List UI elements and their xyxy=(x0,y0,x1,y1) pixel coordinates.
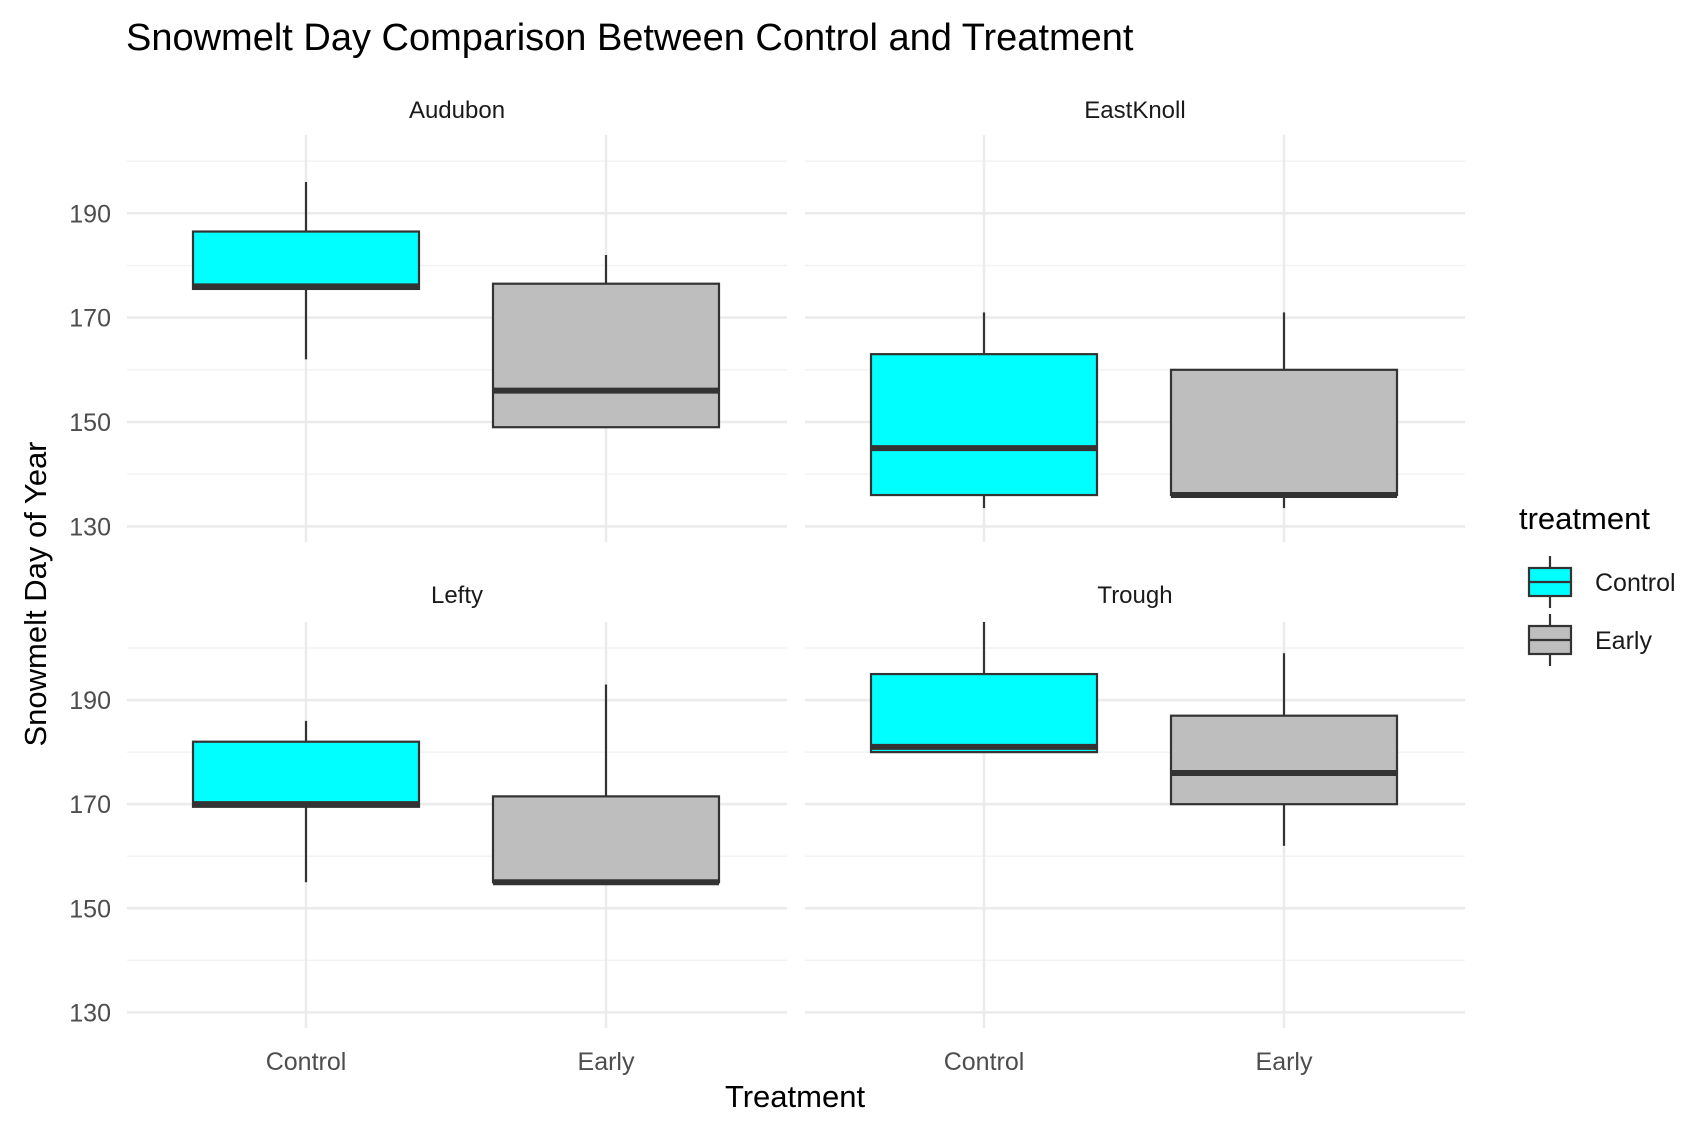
facet-label: Lefty xyxy=(431,582,483,609)
x-tick-label: Control xyxy=(944,1048,1025,1076)
facet-eastknoll: EastKnoll xyxy=(805,97,1465,542)
box-body xyxy=(1169,368,1399,497)
box-body xyxy=(869,353,1099,497)
facet-audubon: Audubon 130 150 170 190 xyxy=(69,97,787,542)
box-early xyxy=(1169,312,1399,509)
legend-key-control: Control xyxy=(1527,556,1676,608)
facet-label: Audubon xyxy=(409,97,505,124)
box-body xyxy=(869,672,1099,754)
facet-trough: Trough Control Early xyxy=(805,582,1465,1076)
legend-title: treatment xyxy=(1519,501,1650,536)
box-control xyxy=(869,312,1099,509)
box-body xyxy=(191,230,421,291)
x-tick-label: Early xyxy=(1256,1048,1313,1076)
box-body xyxy=(491,795,721,884)
facet-lefty: Lefty 130 150 170 190 Control Early xyxy=(69,582,787,1076)
x-tick-label: Early xyxy=(578,1048,635,1076)
y-tick-label: 190 xyxy=(69,200,111,228)
y-tick-label: 150 xyxy=(69,409,111,437)
y-tick-label: 130 xyxy=(69,999,111,1027)
legend-label: Early xyxy=(1595,627,1652,655)
box-body xyxy=(491,282,721,429)
box-control xyxy=(869,622,1099,754)
legend-key-early: Early xyxy=(1527,614,1652,666)
box-early xyxy=(491,255,721,429)
facet-label: Trough xyxy=(1097,582,1172,609)
x-axis-title: Treatment xyxy=(725,1079,866,1114)
legend-label: Control xyxy=(1595,569,1676,597)
chart-title: Snowmelt Day Comparison Between Control … xyxy=(126,17,1134,59)
y-axis-title: Snowmelt Day of Year xyxy=(18,441,53,746)
box-body xyxy=(191,740,421,808)
box-control xyxy=(191,720,421,883)
box-early xyxy=(1169,653,1399,846)
box-early xyxy=(491,684,721,886)
y-tick-label: 170 xyxy=(69,791,111,819)
facet-label: EastKnoll xyxy=(1084,97,1185,124)
box-body xyxy=(1169,714,1399,806)
box-control xyxy=(191,181,421,360)
facet-panels: Audubon 130 150 170 190 EastKnoll Lefty 130 150 1… xyxy=(69,97,1465,1076)
y-tick-label: 190 xyxy=(69,687,111,715)
x-tick-label: Control xyxy=(266,1048,347,1076)
y-tick-label: 130 xyxy=(69,513,111,541)
legend: treatment Control Early xyxy=(1519,501,1676,666)
y-tick-label: 170 xyxy=(69,305,111,333)
y-tick-label: 150 xyxy=(69,895,111,923)
